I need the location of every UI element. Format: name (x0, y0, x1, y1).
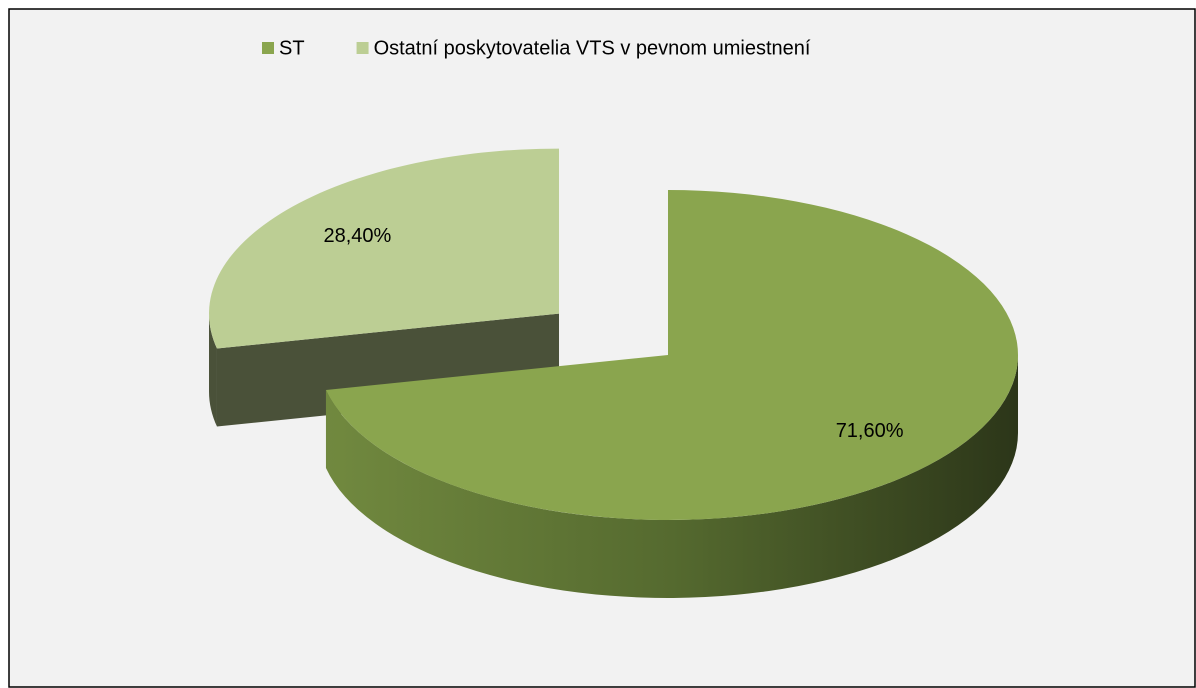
legend-label: ST (279, 37, 305, 59)
plot: 71,60% 28,40% (209, 148, 1018, 598)
slice-side (325, 355, 1018, 598)
legend-swatch (262, 42, 274, 54)
legend-label: Ostatní poskytovatelia VTS v pevnom umie… (374, 37, 811, 59)
data-label: 28,40% (323, 225, 391, 247)
legend: ST Ostatní poskytovatelia VTS v pevnom um… (262, 37, 811, 59)
slice (325, 190, 1018, 520)
slice-side (209, 313, 217, 427)
legend-swatch (356, 42, 369, 54)
data-label: 71,60% (836, 420, 904, 442)
slice (209, 148, 560, 349)
